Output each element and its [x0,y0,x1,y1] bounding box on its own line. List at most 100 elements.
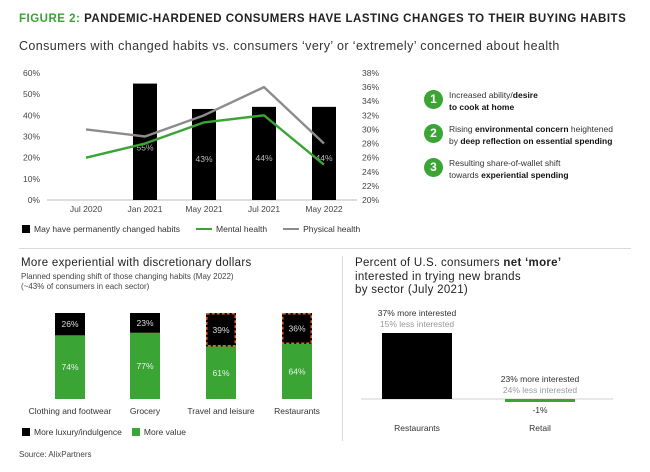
less-interested-label: 15% less interested [380,319,454,329]
x-axis-category-label: Restaurants [274,406,320,416]
chart3-title-run: interested in trying new brands [355,270,521,283]
stacked-bar-luxury-label: 23% [136,318,153,328]
right-axis-tick-label: 20% [362,195,379,205]
key-point: 2 Rising environmental concern heightened… [424,124,617,147]
left-axis-tick-label: 0% [28,195,41,205]
chart3-title-run: Percent of U.S. consumers [355,257,504,269]
right-axis-tick-label: 32% [362,110,379,120]
stacked-bar-more-luxury [206,313,236,347]
left-axis-tick-label: 20% [23,153,40,163]
chart1-subtitle: Consumers with changed habits vs. consum… [19,39,560,53]
bar-value-label: 43% [195,154,212,164]
stacked-bar-more-luxury [130,313,160,333]
stacked-bar-more-value [130,332,160,399]
key-point-text-run: to cook at home [449,101,515,112]
x-axis-category-label: Retail [529,423,551,433]
key-point-text-run: environmental concern [474,124,569,134]
legend-label: More value [143,427,186,437]
key-point-text-run: Rising [449,124,475,134]
x-axis-category-label: Jul 2020 [70,204,102,214]
stacked-bar-value-label: 64% [288,366,305,376]
legend-swatch-gray-line [283,228,300,230]
highlight-outline [206,313,236,347]
net-interest-bar-negative [505,399,575,402]
legend-item-changed-habits: May have permanently changed habits [22,224,180,234]
legend-label: Physical health [303,224,361,234]
key-point-text: Rising environmental concern heightened b… [449,124,617,147]
legend-label: More luxury/indulgence [34,427,122,437]
key-point-text-run: deep reflection on essential spending [460,135,613,146]
chart3-title-run: net ‘more’ [503,257,562,269]
key-point-number: 3 [424,158,443,177]
x-axis-category-label: Clothing and footwear [29,406,112,416]
x-axis-category-label: May 2022 [305,204,343,214]
legend-swatch-black [22,428,30,436]
key-point-text-run: Resulting share-of-wallet shift [449,158,561,168]
legend-label: May have permanently changed habits [34,224,181,234]
key-point-text-run: desire [512,90,538,100]
legend-item-value: More value [131,427,186,437]
stacked-bar-more-luxury [282,313,312,344]
key-point-text: Resulting share-of-wallet shift towards e… [449,158,617,181]
more-interested-label: 37% more interested [378,308,457,318]
x-axis-category-label: Restaurants [394,423,440,433]
right-axis-tick-label: 38% [362,68,379,78]
chart2-subtitle: Planned spending shift of those changing… [21,272,234,292]
right-axis-tick-label: 30% [362,124,379,134]
stacked-bar-more-value [206,346,236,399]
line-physical-health [85,85,325,145]
chart3-title: Percent of U.S. consumers net ‘more’ inte… [355,257,561,298]
left-axis-tick-label: 40% [23,110,40,120]
left-axis-tick-label: 30% [23,132,40,142]
figure-label: FIGURE 2: [19,13,81,25]
less-interested-label: 24% less interested [503,385,577,395]
left-axis-tick-label: 50% [23,89,40,99]
left-axis-tick-label: 10% [23,174,40,184]
x-axis-category-label: Jan 2021 [128,204,163,214]
key-point-text-run: heightened [568,124,613,134]
chart2-title: More experiential with discretionary dol… [21,257,252,269]
stacked-bar-luxury-label: 39% [212,325,229,335]
x-axis-category-label: Travel and leisure [187,406,255,416]
bar-changed-habits [312,106,336,200]
legend-swatch-black [22,225,30,233]
key-point-text-run: experiential spending [481,169,569,180]
figure-title: FIGURE 2: PANDEMIC-HARDENED CONSUMERS HA… [19,13,626,25]
legend-label: Mental health [216,224,268,234]
source-note: Source: AlixPartners [19,450,92,459]
bar-value-label: 55% [136,143,153,153]
chart2-subtitle-line: (~43% of consumers in each sector) [21,282,150,291]
highlight-outline [282,313,312,344]
legend-swatch-green-line [196,228,213,230]
combo-chart: 0% 10% 20% 30% 40% 50% 60% 20% 22% 24% 26% 28% 30% 32… [23,68,379,214]
stacked-bar-luxury-label: 36% [288,323,305,333]
chart2-subtitle-line: Planned spending shift of those changing… [21,272,234,281]
stacked-bar-more-value [55,335,85,399]
vertical-divider [342,256,343,441]
stacked-bar-luxury-label: 26% [61,319,78,329]
net-interest-bar [382,333,452,399]
stacked-bar-value-label: 61% [212,368,229,378]
key-point: 1 Increased ability/desire to cook at home [424,90,617,113]
legend-swatch-green [131,428,140,436]
x-axis-category-label: Jul 2021 [248,204,280,214]
right-axis-tick-label: 24% [362,167,379,177]
right-axis-tick-label: 22% [362,181,379,191]
key-point-text-run: towards [449,169,482,180]
legend-item-mental-health: Mental health [196,224,267,234]
key-point-text-run: by [449,135,461,146]
stacked-bar-value-label: 74% [61,362,78,372]
right-axis-tick-label: 28% [362,139,379,149]
section-divider [19,248,631,249]
left-axis-tick-label: 60% [23,68,40,78]
stacked-bar-more-value [282,343,312,399]
stacked-bar-value-label: 77% [136,361,153,371]
x-axis-category-label: Grocery [130,406,161,416]
key-point: 3 Resulting share-of-wallet shift towards … [424,158,617,181]
key-point-text-run: Increased ability/ [449,90,513,100]
right-axis-tick-label: 26% [362,153,379,163]
stacked-bar-more-luxury [55,313,85,336]
key-point-number: 1 [424,90,443,109]
right-axis-tick-label: 34% [362,96,379,106]
